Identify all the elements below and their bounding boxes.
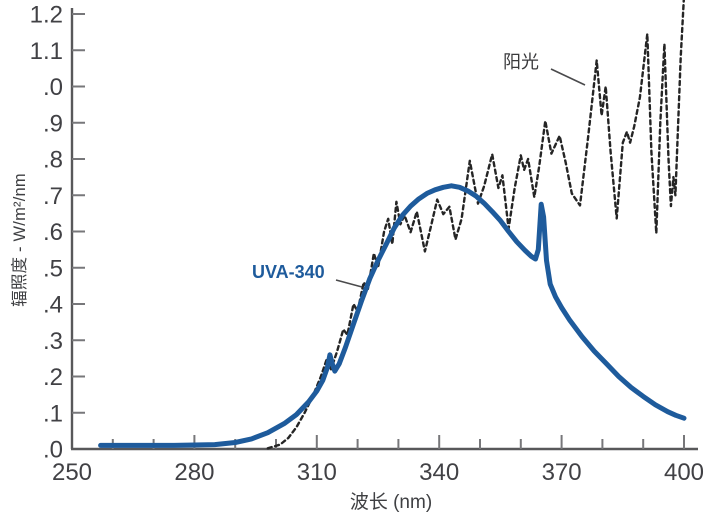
uva340-series-label: UVA-340 bbox=[252, 262, 325, 282]
svg-text:.4: .4 bbox=[43, 292, 63, 319]
y-axis-label: 辐照度 - W/m²/nm bbox=[11, 173, 29, 307]
svg-text:340: 340 bbox=[419, 459, 459, 486]
svg-text:.8: .8 bbox=[43, 147, 63, 174]
svg-text:.2: .2 bbox=[43, 364, 63, 391]
svg-text:310: 310 bbox=[297, 459, 337, 486]
svg-text:.0: .0 bbox=[43, 74, 63, 101]
x-axis-label: 波长 (nm) bbox=[349, 492, 433, 513]
svg-text:400: 400 bbox=[664, 459, 704, 486]
svg-text:1.2: 1.2 bbox=[30, 2, 63, 29]
svg-text:.6: .6 bbox=[43, 219, 63, 246]
svg-text:.3: .3 bbox=[43, 328, 63, 355]
svg-text:280: 280 bbox=[174, 459, 214, 486]
svg-text:.9: .9 bbox=[43, 110, 63, 137]
svg-text:1.1: 1.1 bbox=[30, 38, 63, 65]
svg-text:.1: .1 bbox=[43, 400, 63, 427]
svg-text:370: 370 bbox=[542, 459, 582, 486]
sunlight-series-label: 阳光 bbox=[503, 52, 539, 72]
svg-text:.0: .0 bbox=[43, 437, 63, 464]
svg-text:250: 250 bbox=[52, 459, 92, 486]
svg-text:.7: .7 bbox=[43, 183, 63, 210]
svg-text:.5: .5 bbox=[43, 255, 63, 282]
